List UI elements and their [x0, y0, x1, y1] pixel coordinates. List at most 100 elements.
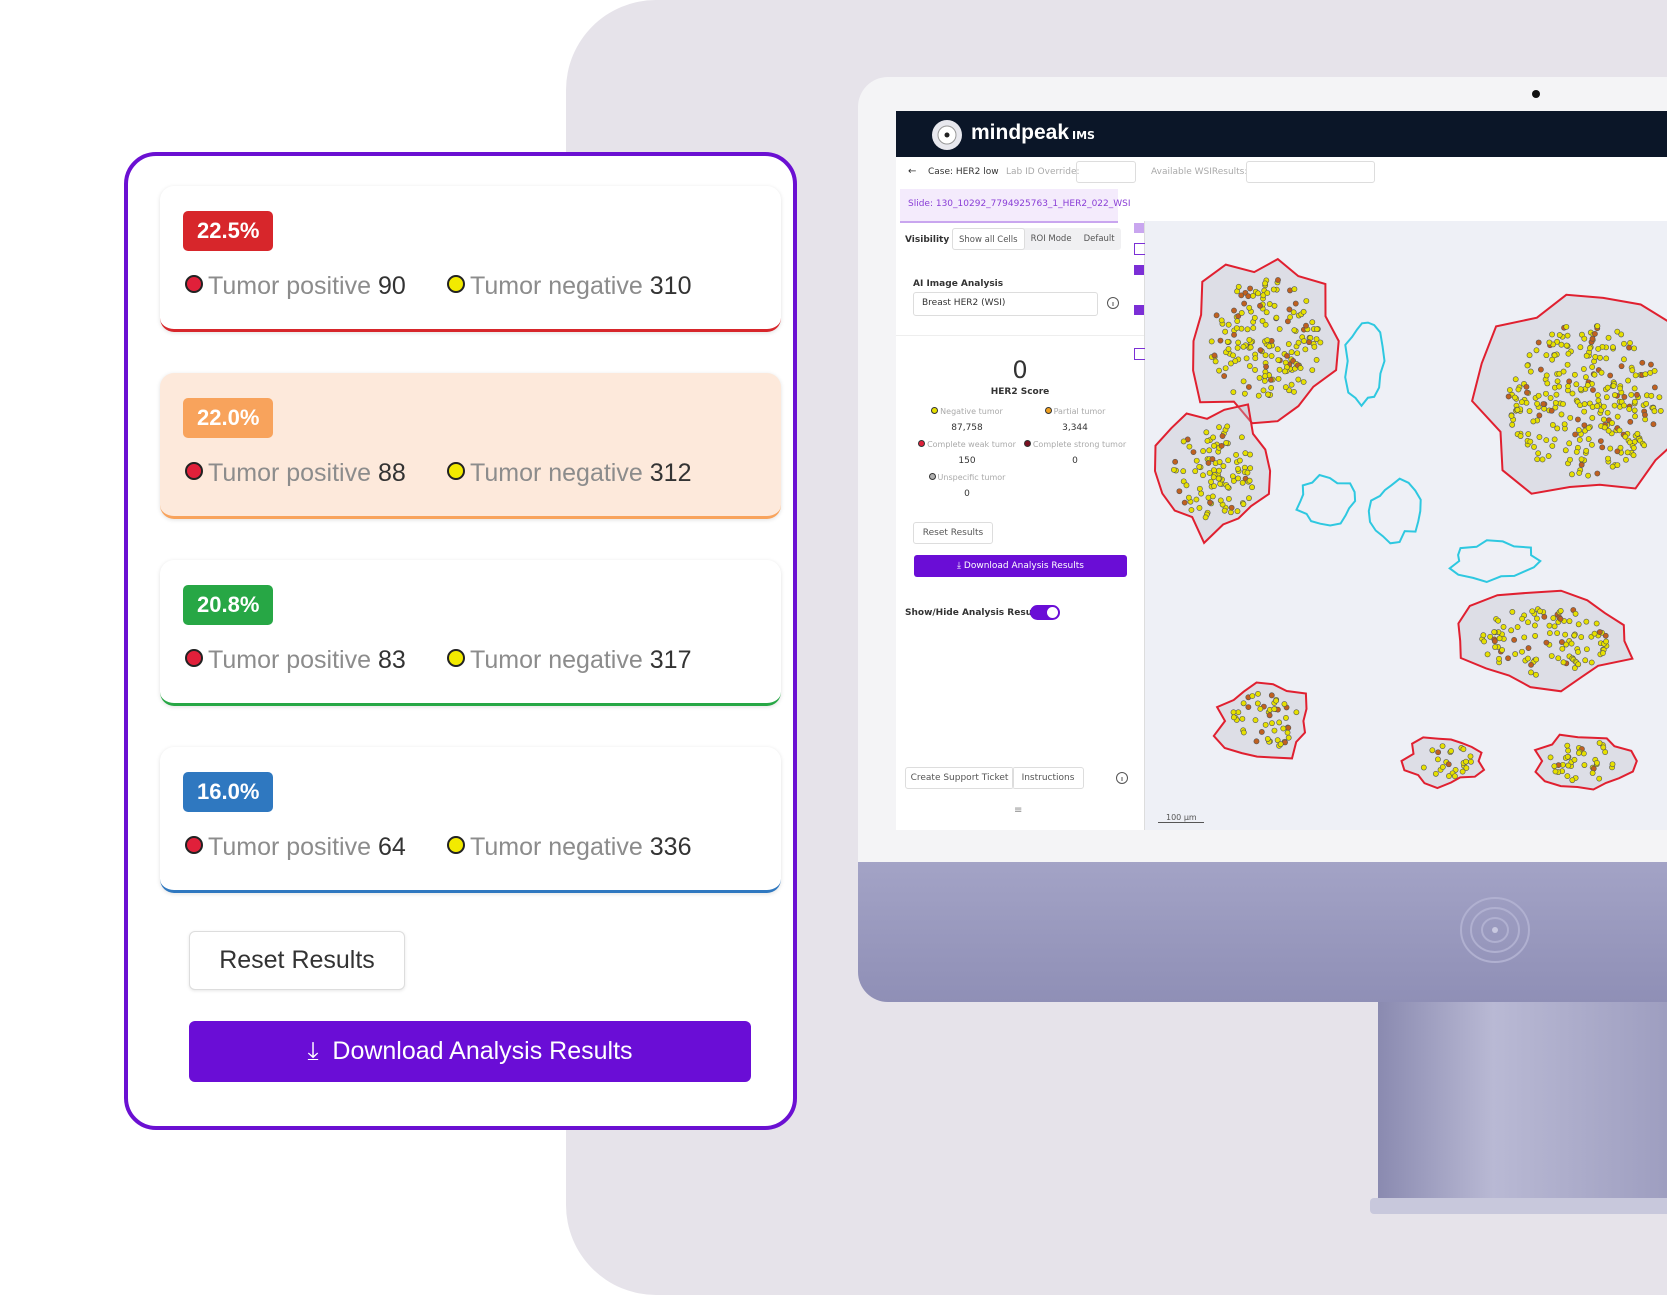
cell-marker	[1208, 338, 1215, 345]
cell-marker	[1602, 632, 1609, 639]
cell-marker	[1554, 630, 1561, 637]
cell-marker	[1222, 365, 1229, 372]
cell-marker	[1448, 748, 1454, 754]
cell-marker	[1598, 369, 1605, 376]
cell-marker	[1231, 331, 1237, 338]
cell-marker	[1571, 665, 1578, 671]
cell-marker	[1581, 335, 1588, 342]
download-button[interactable]: ⤓ Download Analysis Results	[914, 555, 1127, 577]
cell-marker	[1549, 356, 1556, 363]
cell-marker	[1186, 443, 1193, 450]
cell-marker	[1564, 361, 1571, 368]
reset-button[interactable]: Reset Results	[913, 522, 993, 544]
cell-marker	[1261, 378, 1268, 384]
visibility-option[interactable]: ROI Mode	[1030, 234, 1072, 244]
info-icon[interactable]	[1106, 296, 1120, 310]
cell-marker	[1246, 336, 1253, 343]
negative-row: Tumor negative 312	[447, 459, 692, 488]
back-arrow[interactable]: ←	[908, 166, 917, 177]
monitor-stand	[1378, 1002, 1667, 1213]
cell-marker	[1538, 366, 1544, 373]
cell-marker	[1230, 352, 1236, 359]
cell-marker	[1283, 714, 1289, 721]
toggle[interactable]	[1030, 605, 1060, 620]
cell-marker	[1562, 447, 1569, 454]
class-name: Unspecific tumor	[907, 473, 1027, 482]
help-icon[interactable]	[1115, 771, 1129, 785]
cell-marker	[1589, 335, 1596, 342]
cell-marker	[1491, 629, 1498, 635]
cell-marker	[1244, 469, 1251, 476]
cell-marker	[1255, 290, 1261, 297]
cell-marker	[1459, 768, 1466, 775]
analysis-select[interactable]: Breast HER2 (WSI)	[913, 292, 1098, 316]
cell-marker	[1535, 450, 1542, 457]
monitor-logo	[1460, 897, 1530, 963]
toggle-label: Show/Hide Analysis Results :	[905, 608, 1052, 618]
cell-marker	[1605, 427, 1612, 434]
menu-icon[interactable]: ≡	[1014, 805, 1023, 816]
instructions-button[interactable]: Instructions	[1012, 767, 1084, 789]
download-results-button[interactable]: ⤓ Download Analysis Results	[189, 1021, 751, 1082]
cell-marker	[1594, 403, 1601, 409]
cell-marker	[1577, 386, 1584, 393]
cell-marker	[1562, 631, 1569, 638]
cell-marker	[1523, 399, 1530, 406]
cell-marker	[1247, 344, 1254, 351]
cell-marker	[1295, 339, 1302, 346]
cell-marker	[1627, 418, 1634, 425]
cell-marker	[1595, 345, 1602, 352]
result-card: 20.8% Tumor positive 83 Tumor negative 317	[160, 560, 781, 706]
cell-marker	[1271, 302, 1278, 309]
cell-marker	[1285, 341, 1292, 347]
negative-label: Tumor negative	[470, 833, 643, 861]
cell-marker	[1531, 444, 1537, 450]
cell-marker	[1216, 424, 1222, 431]
negative-label: Tumor negative	[470, 459, 643, 487]
cell-marker	[1603, 638, 1609, 645]
cell-marker	[1594, 323, 1601, 329]
cell-marker	[1581, 408, 1588, 415]
cell-marker	[1232, 358, 1239, 364]
cell-marker	[1578, 456, 1585, 463]
cell-marker	[1245, 293, 1252, 300]
cell-marker	[1648, 361, 1654, 368]
cell-marker	[1551, 763, 1558, 770]
cell-marker	[1600, 744, 1607, 751]
support-button[interactable]: Create Support Ticket	[905, 767, 1014, 789]
cell-marker	[1268, 353, 1275, 359]
cell-marker	[1282, 384, 1289, 391]
cell-marker	[1565, 762, 1572, 769]
cell-marker	[1253, 738, 1260, 745]
case-name: Case: HER2 low	[928, 167, 999, 177]
slide-tab[interactable]: Slide: 130_10292_7794925763_1_HER2_022_W…	[900, 189, 1131, 223]
result-card: 16.0% Tumor positive 64 Tumor negative 336	[160, 747, 781, 893]
cell-marker	[1180, 468, 1187, 475]
cell-marker	[1221, 507, 1228, 514]
cell-marker	[1276, 326, 1283, 332]
cell-marker	[1262, 721, 1269, 728]
cell-marker	[1569, 390, 1576, 397]
cell-marker	[1523, 383, 1530, 390]
cell-marker	[1313, 326, 1320, 333]
cell-marker	[1480, 632, 1487, 639]
cell-marker	[1573, 381, 1580, 388]
cell-marker	[1252, 717, 1259, 724]
cell-marker	[1506, 387, 1513, 393]
reset-results-button[interactable]: Reset Results	[189, 931, 405, 990]
cell-marker	[1271, 727, 1278, 734]
visibility-option[interactable]: Default	[1083, 234, 1115, 244]
cell-marker	[1218, 317, 1225, 324]
cell-marker	[1211, 467, 1217, 474]
visibility-option[interactable]: Show all Cells	[952, 228, 1025, 250]
her2-score: 0	[1012, 356, 1028, 384]
class-count: 87,758	[951, 423, 983, 433]
cell-marker	[1571, 371, 1578, 378]
cell-marker	[1591, 630, 1598, 637]
cell-marker	[1628, 391, 1635, 398]
cell-marker	[1575, 661, 1582, 668]
lab-id-select[interactable]	[1076, 161, 1136, 183]
cell-marker	[1172, 458, 1179, 465]
cell-marker	[1211, 352, 1218, 359]
wsi-select[interactable]	[1246, 161, 1375, 183]
